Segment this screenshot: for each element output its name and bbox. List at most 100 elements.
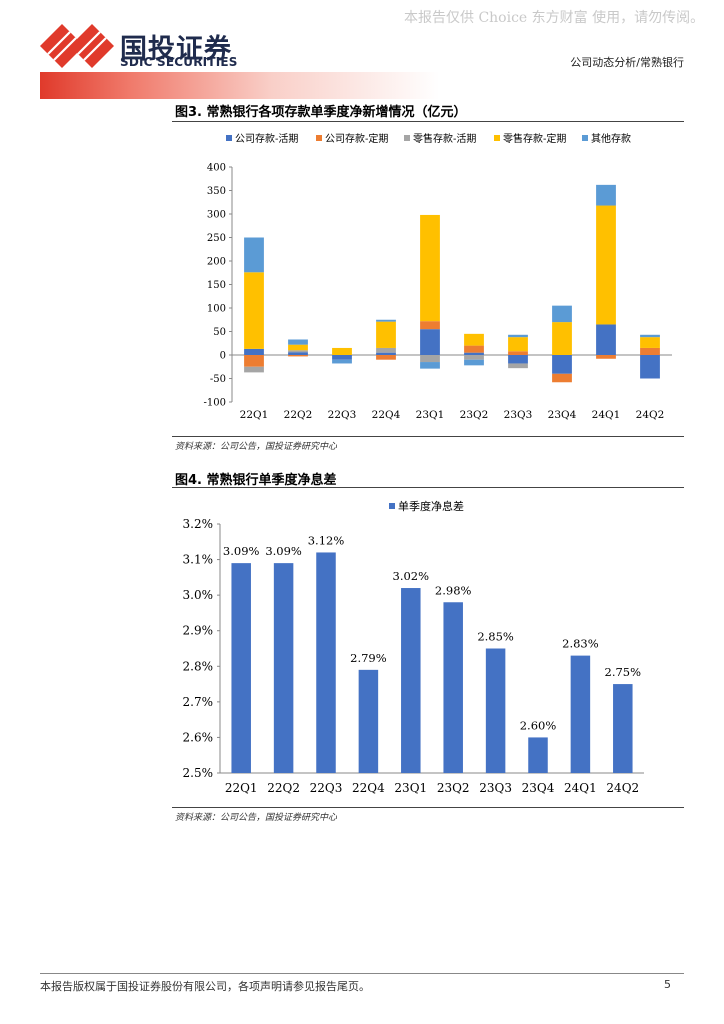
x-tick-label: 23Q1 <box>394 781 427 795</box>
bar-segment <box>420 355 440 363</box>
x-tick-label: 24Q2 <box>636 409 665 421</box>
figure3-title-rule <box>172 121 684 122</box>
bar-segment <box>464 359 484 366</box>
sdic-logo-icon <box>40 24 114 68</box>
logo-text-en: SDIC SECURITIES <box>120 55 238 69</box>
bar-segment <box>552 355 572 374</box>
data-label: 3.09% <box>223 544 260 558</box>
bar-segment <box>288 344 308 351</box>
bar-segment <box>288 339 308 345</box>
footer-disclaimer: 本报告版权属于国投证券股份有限公司，各项声明请参见报告尾页。 <box>40 980 370 993</box>
y-tick-label: 250 <box>207 233 226 244</box>
bar-segment <box>640 347 660 355</box>
bar-segment <box>376 352 396 355</box>
bar-segment <box>596 355 616 359</box>
bar-segment <box>552 373 572 383</box>
bar-segment <box>244 348 264 355</box>
data-label: 2.85% <box>477 630 514 644</box>
page-number: 5 <box>664 978 671 991</box>
x-tick-label: 22Q3 <box>328 409 357 421</box>
legend-label: 公司存款-定期 <box>325 132 388 145</box>
logo-text-cn: 国投证券 <box>120 34 232 65</box>
y-tick-label: -100 <box>204 398 226 409</box>
x-tick-label: 24Q2 <box>606 781 639 795</box>
y-tick-label: -50 <box>210 374 226 385</box>
logo-diamond-left <box>40 24 84 68</box>
bar-segment <box>420 362 440 369</box>
bar-segment <box>244 237 264 273</box>
legend-swatch <box>404 135 410 141</box>
x-tick-label: 23Q2 <box>437 781 470 795</box>
figure4-source: 资料来源：公司公告，国投证券研究中心 <box>175 813 338 823</box>
legend-label: 单季度净息差 <box>398 499 464 513</box>
bar-segment <box>420 214 440 322</box>
data-label: 3.09% <box>265 544 302 558</box>
y-tick-label: 3.1% <box>183 553 214 567</box>
bar-segment <box>244 355 264 367</box>
bar-segment <box>640 334 660 338</box>
y-tick-label: 2.5% <box>183 766 214 780</box>
bar-segment <box>552 305 572 323</box>
y-tick-label: 2.7% <box>183 695 214 709</box>
bar-segment <box>332 359 352 364</box>
bar-segment <box>552 322 572 355</box>
x-tick-label: 23Q2 <box>460 409 489 421</box>
data-label: 2.98% <box>435 583 472 597</box>
bar-segment <box>376 321 396 348</box>
data-label: 2.75% <box>605 665 642 679</box>
bar-segment <box>464 333 484 346</box>
bar-segment <box>332 347 352 355</box>
bar-segment <box>332 355 352 360</box>
data-label: 3.12% <box>308 533 345 547</box>
x-tick-label: 23Q1 <box>416 409 445 421</box>
bar-segment <box>508 337 528 352</box>
legend-swatch <box>389 503 395 509</box>
bar-segment <box>640 355 660 379</box>
x-tick-label: 23Q3 <box>479 781 512 795</box>
y-tick-label: 200 <box>207 257 226 268</box>
watermark: 本报告仅供 Choice 东方财富 使用，请勿传阅。 <box>404 10 705 26</box>
y-tick-label: 2.6% <box>183 730 214 744</box>
x-tick-label: 22Q4 <box>352 781 385 795</box>
bar-segment <box>244 366 264 373</box>
bar-segment <box>508 351 528 355</box>
x-tick-label: 24Q1 <box>564 781 597 795</box>
bar-segment <box>288 355 308 357</box>
bar-segment <box>596 184 616 206</box>
y-tick-label: 150 <box>207 280 226 291</box>
bar <box>316 552 336 773</box>
x-tick-label: 22Q3 <box>310 781 343 795</box>
bar-segment <box>288 350 308 353</box>
bar-segment <box>508 334 528 338</box>
x-tick-label: 22Q2 <box>267 781 300 795</box>
bar-segment <box>596 205 616 325</box>
figure4-title: 图4. 常熟银行单季度净息差 <box>175 473 337 488</box>
bar-segment <box>508 363 528 369</box>
legend-label: 公司存款-活期 <box>235 132 298 145</box>
legend-label: 零售存款-活期 <box>413 132 476 145</box>
y-tick-label: 300 <box>207 210 226 221</box>
bar-segment <box>464 355 484 360</box>
bar-segment <box>376 319 396 322</box>
x-tick-label: 22Q4 <box>372 409 401 421</box>
bar-segment <box>508 355 528 364</box>
bar <box>613 684 633 773</box>
figure3-source: 资料来源：公司公告，国投证券研究中心 <box>175 442 338 452</box>
figure3-title: 图3. 常熟银行各项存款单季度净新增情况（亿元） <box>175 105 467 120</box>
bar-segment <box>464 352 484 355</box>
data-label: 3.02% <box>393 569 430 583</box>
y-tick-label: 2.9% <box>183 624 214 638</box>
legend-label: 零售存款-定期 <box>503 132 566 145</box>
y-tick-label: 2.8% <box>183 659 214 673</box>
data-label: 2.83% <box>562 637 599 651</box>
header-section: 公司动态分析/常熟银行 <box>570 56 684 69</box>
y-tick-label: 100 <box>207 304 226 315</box>
x-tick-label: 24Q1 <box>592 409 621 421</box>
figure3-bottom-rule <box>172 436 684 437</box>
bar <box>231 563 251 773</box>
y-tick-label: 3.2% <box>183 517 214 531</box>
bar <box>443 602 463 773</box>
figure4-title-rule <box>172 487 684 488</box>
bar <box>358 669 379 773</box>
legend-swatch <box>226 135 232 141</box>
